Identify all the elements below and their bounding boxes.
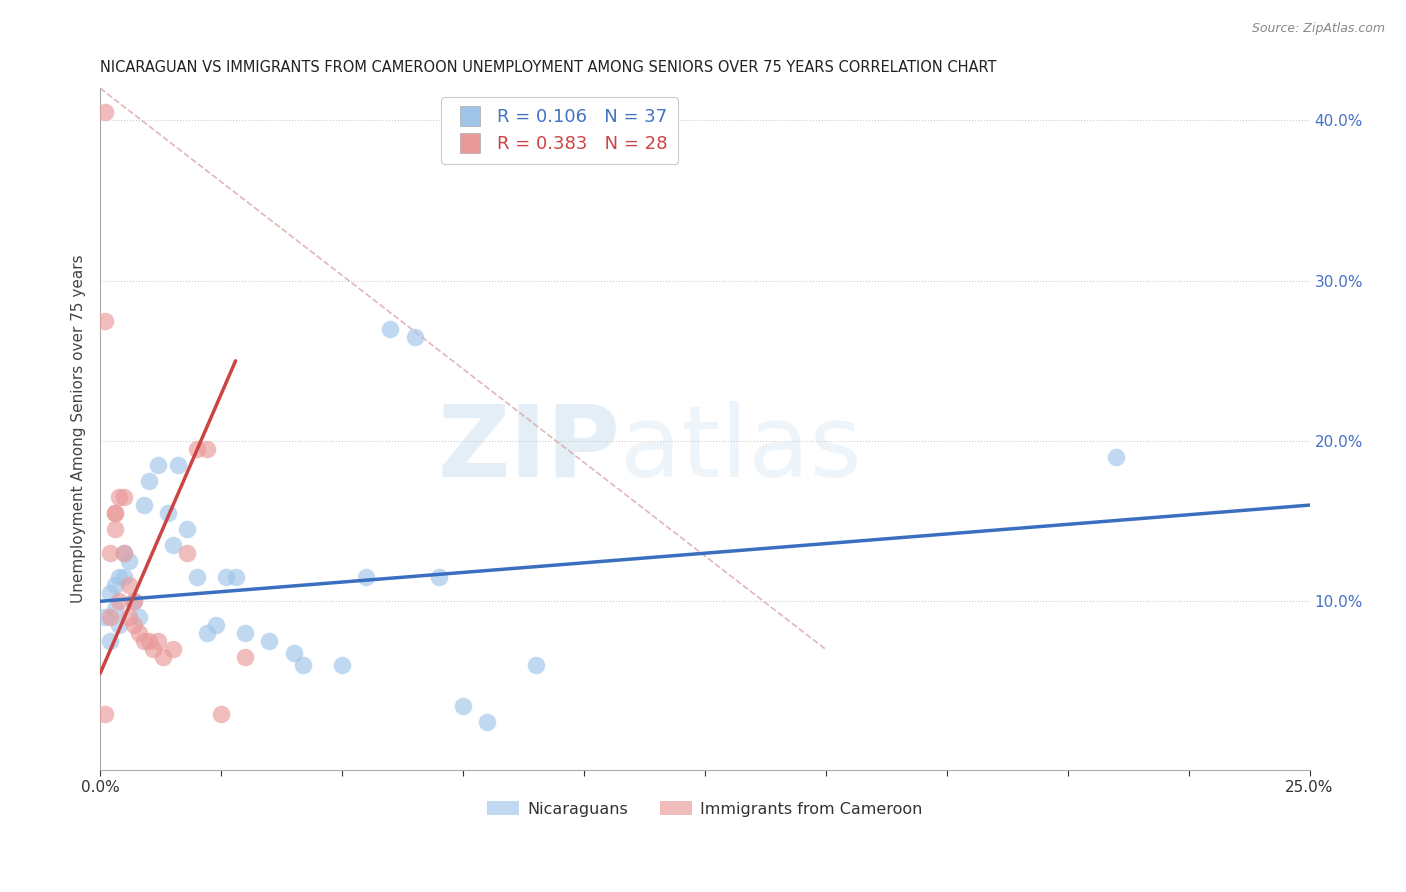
Point	[162, 538, 184, 552]
Point	[94, 706, 117, 721]
Point	[118, 578, 141, 592]
Point	[195, 626, 218, 640]
Point	[118, 554, 141, 568]
Point	[108, 570, 131, 584]
Point	[104, 578, 127, 592]
Y-axis label: Unemployment Among Seniors over 75 years: Unemployment Among Seniors over 75 years	[72, 254, 86, 603]
Text: ZIP: ZIP	[437, 401, 620, 498]
Point	[475, 714, 498, 729]
Point	[112, 570, 135, 584]
Point	[380, 322, 402, 336]
Point	[132, 634, 155, 648]
Point	[259, 634, 281, 648]
Point	[152, 650, 174, 665]
Point	[162, 642, 184, 657]
Point	[186, 442, 208, 456]
Legend: Nicaraguans, Immigrants from Cameroon: Nicaraguans, Immigrants from Cameroon	[481, 795, 929, 823]
Point	[98, 634, 121, 648]
Point	[138, 474, 160, 488]
Point	[148, 458, 170, 472]
Point	[292, 658, 315, 673]
Point	[112, 490, 135, 504]
Point	[112, 546, 135, 560]
Point	[427, 570, 450, 584]
Point	[330, 658, 353, 673]
Point	[233, 650, 256, 665]
Point	[94, 105, 117, 120]
Text: NICARAGUAN VS IMMIGRANTS FROM CAMEROON UNEMPLOYMENT AMONG SENIORS OVER 75 YEARS : NICARAGUAN VS IMMIGRANTS FROM CAMEROON U…	[100, 60, 997, 75]
Point	[283, 646, 305, 660]
Point	[176, 522, 198, 536]
Point	[205, 618, 228, 632]
Point	[122, 594, 145, 608]
Point	[186, 570, 208, 584]
Point	[451, 698, 474, 713]
Point	[148, 634, 170, 648]
Point	[209, 706, 232, 721]
Point	[166, 458, 188, 472]
Point	[98, 546, 121, 560]
Point	[108, 618, 131, 632]
Text: atlas: atlas	[620, 401, 862, 498]
Point	[132, 498, 155, 512]
Point	[104, 506, 127, 520]
Point	[128, 626, 150, 640]
Point	[215, 570, 238, 584]
Point	[138, 634, 160, 648]
Point	[156, 506, 179, 520]
Point	[104, 506, 127, 520]
Text: Source: ZipAtlas.com: Source: ZipAtlas.com	[1251, 22, 1385, 36]
Point	[94, 314, 117, 328]
Point	[176, 546, 198, 560]
Point	[354, 570, 377, 584]
Point	[122, 618, 145, 632]
Point	[1105, 450, 1128, 464]
Point	[122, 594, 145, 608]
Point	[524, 658, 547, 673]
Point	[104, 522, 127, 536]
Point	[98, 610, 121, 624]
Point	[108, 594, 131, 608]
Point	[98, 586, 121, 600]
Point	[128, 610, 150, 624]
Point	[225, 570, 247, 584]
Point	[195, 442, 218, 456]
Point	[94, 610, 117, 624]
Point	[233, 626, 256, 640]
Point	[118, 610, 141, 624]
Point	[108, 490, 131, 504]
Point	[404, 330, 426, 344]
Point	[112, 546, 135, 560]
Point	[104, 602, 127, 616]
Point	[142, 642, 165, 657]
